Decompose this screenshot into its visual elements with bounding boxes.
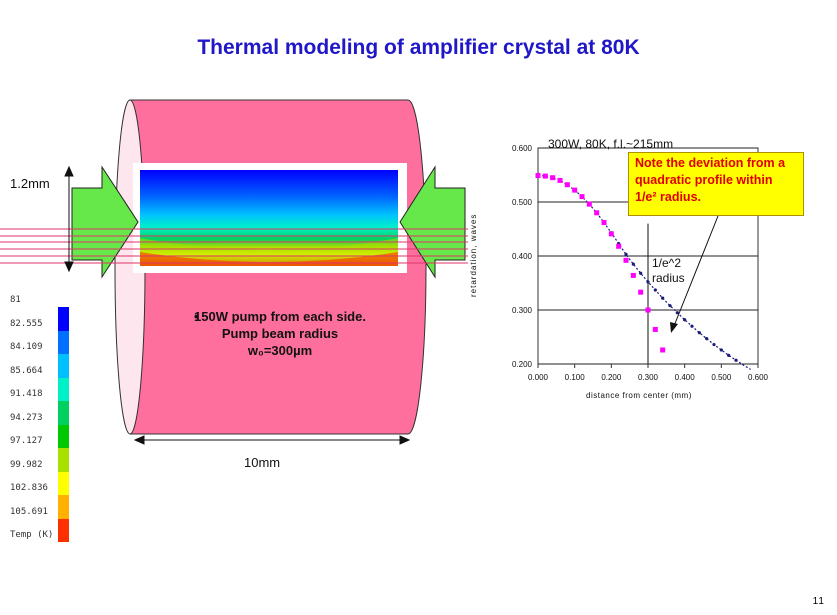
legend-swatch bbox=[58, 354, 69, 378]
series-point-dotted bbox=[712, 342, 716, 347]
legend-label: 105.691 bbox=[10, 506, 48, 517]
legend-label: 84.109 bbox=[10, 342, 43, 352]
series-point-dotted bbox=[646, 280, 650, 284]
series-point-square bbox=[601, 220, 607, 226]
chart-x-tick-label: 0.500 bbox=[711, 373, 732, 382]
bullet-marker: • bbox=[194, 309, 199, 324]
chart-x-tick-label: 0.200 bbox=[601, 373, 622, 382]
chart-y-tick-label: 0.200 bbox=[512, 360, 533, 369]
legend-swatch bbox=[58, 330, 69, 354]
legend-swatch bbox=[58, 307, 69, 331]
chart-y-tick-label: 0.300 bbox=[512, 306, 533, 315]
series-point-dotted bbox=[705, 337, 709, 341]
legend-swatch bbox=[58, 377, 69, 401]
series-point-square bbox=[623, 257, 629, 263]
chart-x-tick-label: 0.400 bbox=[675, 373, 696, 382]
length-dimension-label: 10mm bbox=[244, 455, 281, 470]
temperature-legend: 81 82.555 84.109 85.664 91.418 94.273 97.127 99… bbox=[0, 295, 110, 565]
chart-y-axis-label: retardation, waves bbox=[469, 213, 478, 297]
series-point-square bbox=[638, 289, 644, 295]
series-point-dotted bbox=[727, 353, 731, 357]
chart-x-tick-label: 0.300 bbox=[638, 373, 659, 382]
series-point-square bbox=[608, 231, 614, 237]
series-point-dotted bbox=[639, 271, 643, 275]
legend-swatch bbox=[58, 424, 69, 448]
chart-x-axis-label: distance from center (mm) bbox=[586, 391, 692, 400]
series-point-dotted bbox=[631, 262, 635, 266]
legend-label: 99.982 bbox=[10, 459, 43, 470]
chart-y-tick-label: 0.500 bbox=[512, 198, 533, 207]
chart-y-tick-label: 0.600 bbox=[512, 144, 533, 153]
series-point-square bbox=[630, 272, 636, 278]
pump-bullet-label: 150W pump from each side. Pump beam radi… bbox=[194, 309, 366, 358]
series-point-square bbox=[586, 201, 592, 207]
chart-x-tick-label: 0.000 bbox=[528, 373, 549, 382]
legend-label: 81 bbox=[10, 295, 21, 305]
legend-label: 91.418 bbox=[10, 389, 43, 399]
cylinder-right-end bbox=[407, 99, 427, 435]
series-point-square bbox=[572, 187, 578, 193]
series-point-square bbox=[645, 307, 651, 313]
series-point-dotted bbox=[661, 296, 665, 300]
series-point-dotted bbox=[734, 358, 738, 362]
callout-arrow-head bbox=[670, 322, 678, 333]
length-dimension-arrow bbox=[133, 435, 411, 445]
chart-x-tick-label: 0.600 bbox=[748, 373, 769, 382]
pump-bullet-text: • 150W pump from each side. Pump beam ra… bbox=[190, 308, 370, 359]
series-point-dotted bbox=[624, 252, 628, 256]
series-point-square bbox=[594, 210, 600, 216]
series-point-square bbox=[557, 177, 563, 183]
legend-swatch bbox=[58, 448, 69, 472]
series-point-square bbox=[660, 347, 666, 353]
legend-swatch bbox=[58, 471, 69, 495]
page-number: 11 bbox=[812, 596, 825, 607]
series-point-square bbox=[579, 194, 585, 200]
legend-label: 102.836 bbox=[10, 483, 48, 493]
series-point-square bbox=[535, 173, 541, 179]
series-point-dotted bbox=[653, 288, 657, 292]
series-point-dotted bbox=[719, 348, 723, 352]
series-line-dotted bbox=[537, 174, 751, 370]
chart-y-tick-label: 0.400 bbox=[512, 252, 533, 261]
legend-label: 85.664 bbox=[10, 365, 43, 376]
chart-x-tick-label: 0.100 bbox=[565, 373, 586, 382]
legend-label: 94.273 bbox=[10, 412, 43, 423]
radius-annotation: 1/e^2 radius bbox=[652, 256, 685, 285]
legend-label: 82.555 bbox=[10, 318, 43, 329]
series-point-square bbox=[616, 243, 622, 249]
legend-label: Temp (K) bbox=[10, 530, 54, 540]
chart-title: 300W, 80K, f.l.~215mm bbox=[548, 137, 674, 151]
series-point-square bbox=[652, 326, 658, 332]
series-point-dotted bbox=[675, 311, 679, 315]
series-point-square bbox=[542, 173, 548, 179]
height-dimension-label: 1.2mm bbox=[10, 176, 50, 191]
series-point-dotted bbox=[668, 304, 672, 308]
series-point-square bbox=[550, 175, 556, 181]
legend-swatch bbox=[58, 518, 69, 542]
series-point-dotted bbox=[683, 318, 687, 322]
slide-title: Thermal modeling of amplifier crystal at… bbox=[197, 36, 640, 59]
height-dimension-arrow bbox=[64, 165, 74, 273]
legend-swatch bbox=[58, 401, 69, 425]
deviation-callout: Note the deviation from a quadratic prof… bbox=[628, 152, 804, 216]
series-point-dotted bbox=[690, 324, 694, 328]
callout-arrow-line bbox=[673, 215, 719, 327]
laser-beam-lines bbox=[0, 228, 468, 264]
series-point-dotted bbox=[697, 331, 701, 335]
legend-label: 97.127 bbox=[10, 436, 43, 446]
legend-swatch bbox=[58, 495, 69, 519]
series-point-square bbox=[564, 182, 570, 188]
